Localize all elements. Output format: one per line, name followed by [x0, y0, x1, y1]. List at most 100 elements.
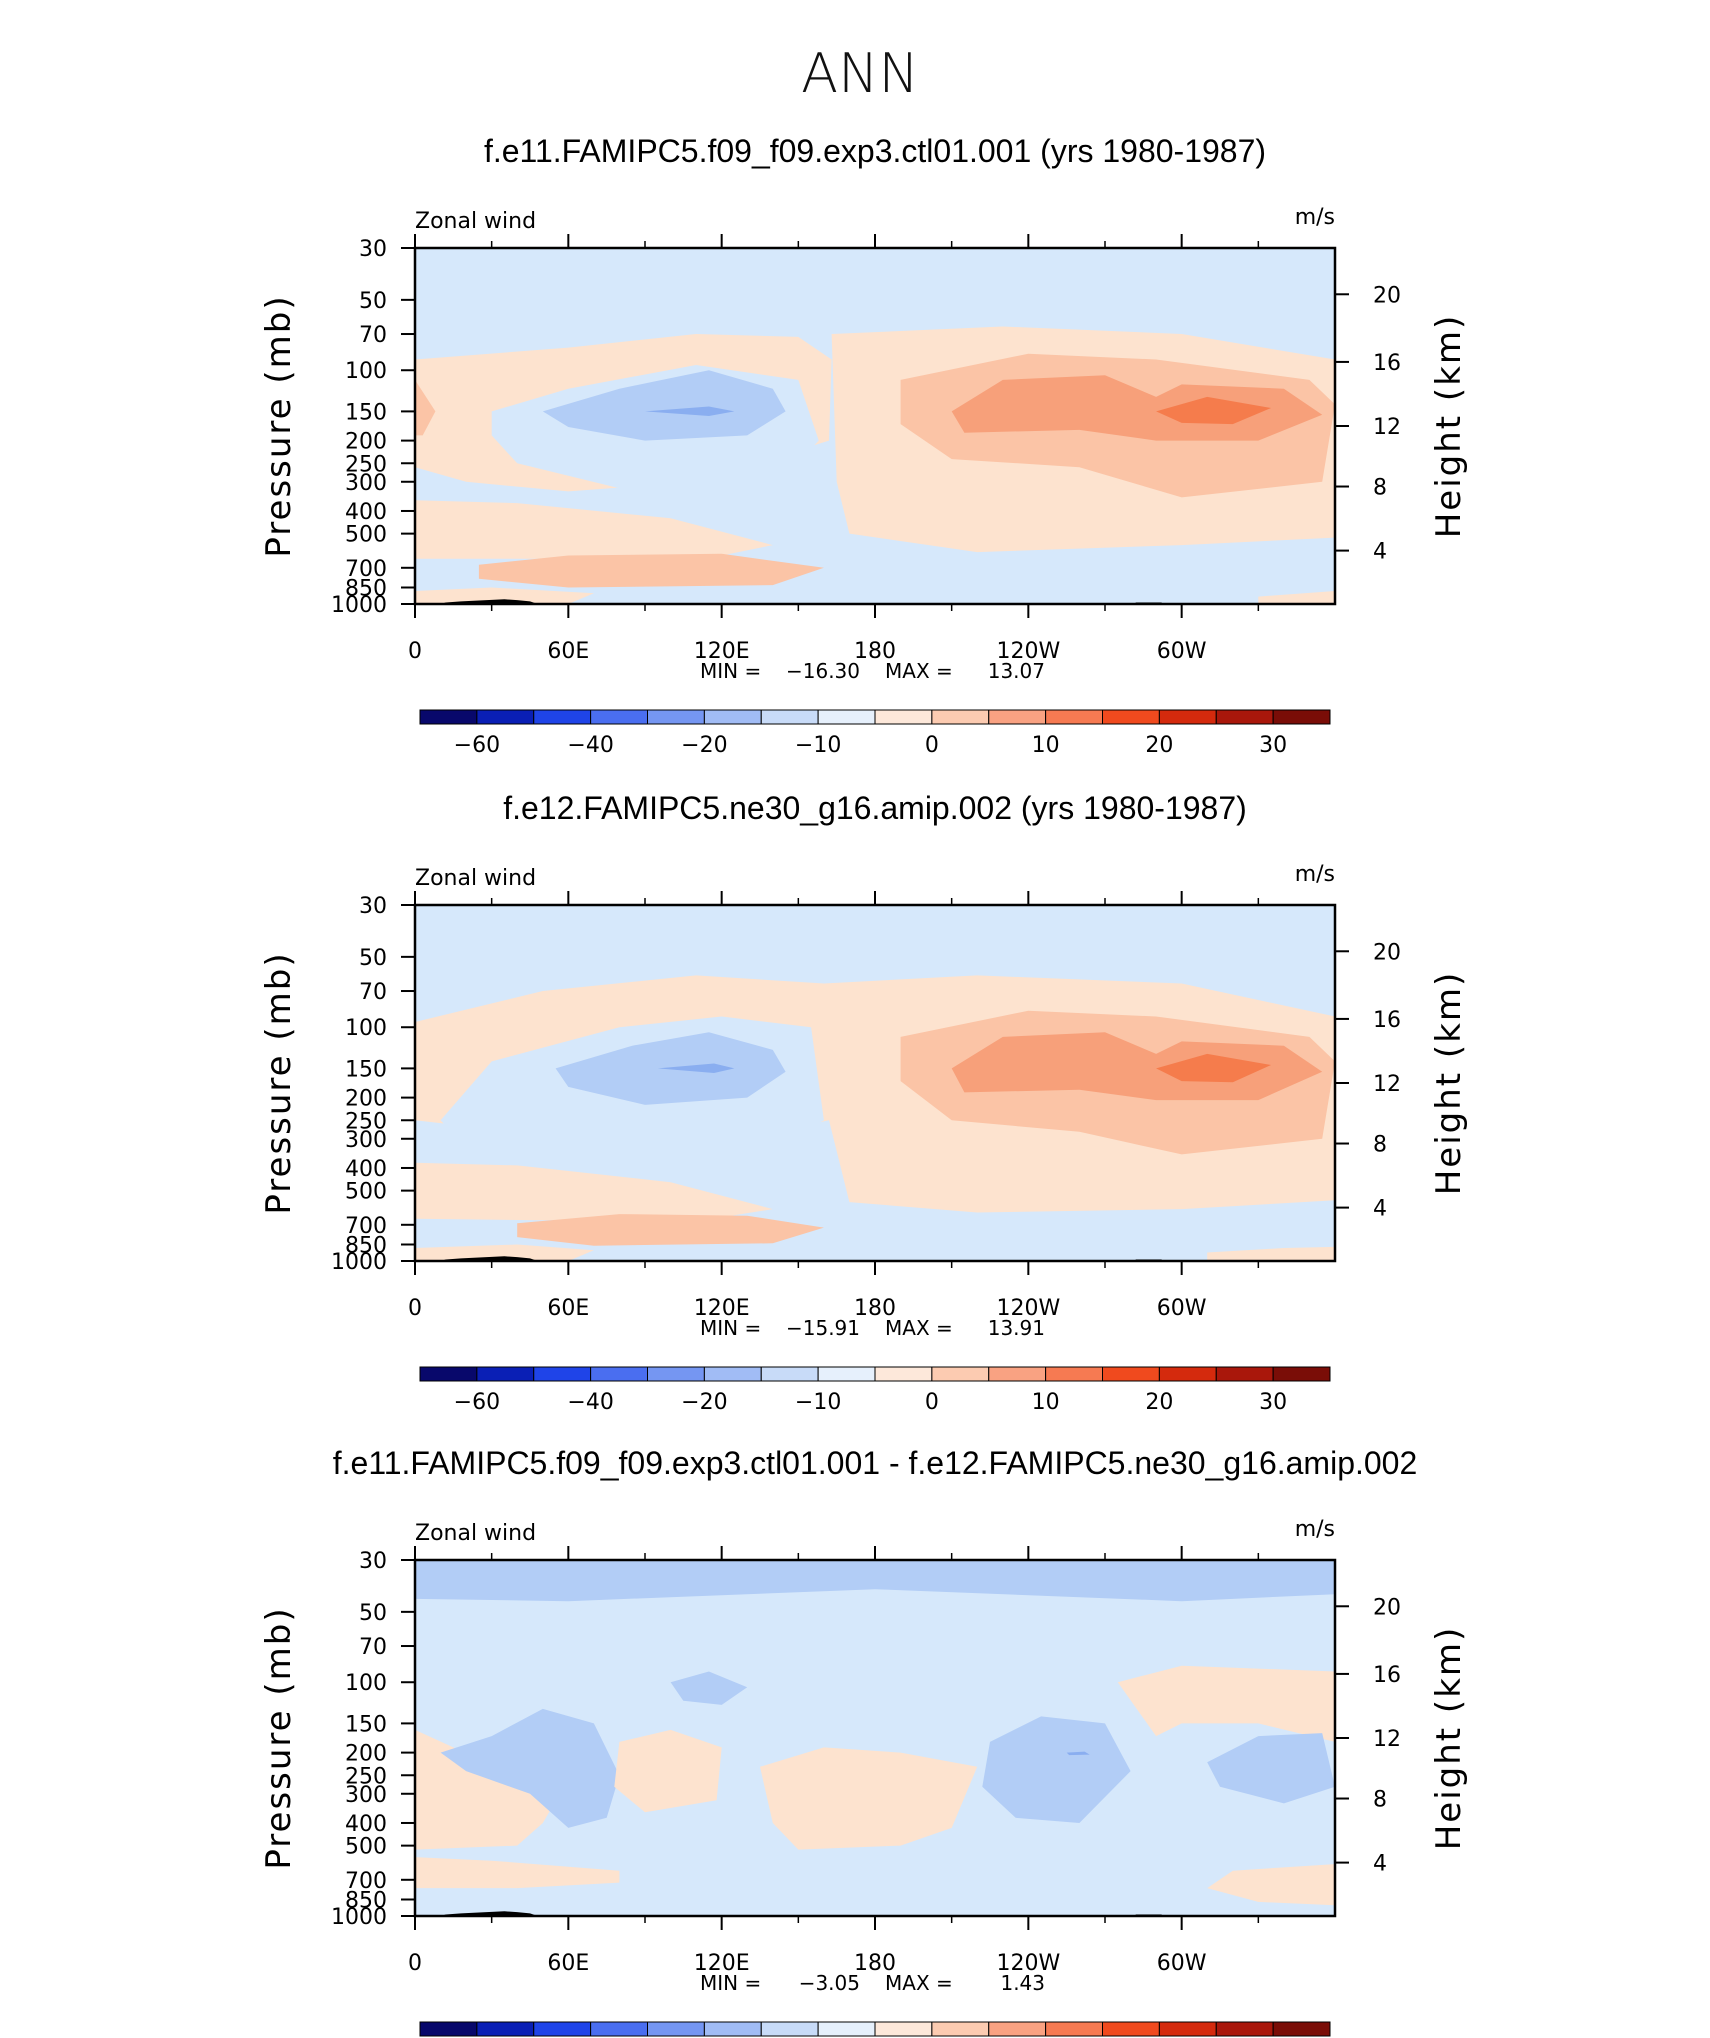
- y-tick-label: 300: [345, 1128, 387, 1153]
- colorbar-swatch: [476, 1366, 535, 1382]
- y2-tick-label: 16: [1373, 351, 1401, 376]
- y2-tick-label: 16: [1373, 1008, 1401, 1033]
- contour-region-light-orange: [1258, 591, 1335, 604]
- colorbar-swatch: [931, 1366, 990, 1382]
- colorbar-label: −10: [795, 733, 841, 758]
- y-tick-label: 300: [345, 471, 387, 496]
- panel-title: f.e11.FAMIPC5.f09_f09.exp3.ctl01.001 - f…: [333, 1445, 1418, 1481]
- y-tick-label: 150: [345, 1712, 387, 1737]
- x-tick-label: 120W: [996, 639, 1060, 664]
- y-tick-label: 500: [345, 1835, 387, 1860]
- y2-tick-label: 8: [1373, 476, 1387, 501]
- min-value: −16.30: [786, 659, 860, 683]
- y-tick-label: 150: [345, 1057, 387, 1082]
- colorbar-label: −20: [681, 1390, 727, 1415]
- y2-tick-label: 8: [1373, 1788, 1387, 1813]
- colorbar-swatch: [1102, 1366, 1160, 1382]
- x-tick-label: 120W: [996, 1951, 1060, 1976]
- contour-region-mid-blue: [982, 1716, 1131, 1823]
- colorbar-swatch: [931, 2021, 990, 2037]
- y-tick-label: 850: [345, 577, 387, 602]
- colorbar-swatch: [647, 1366, 705, 1382]
- contour-region-mid-blue: [415, 1560, 1335, 1602]
- contour-panel-2: f.e12.FAMIPC5.ne30_g16.amip.002 (yrs 198…: [259, 790, 1469, 1415]
- y-tick-label: 400: [345, 1812, 387, 1837]
- colorbar-swatch: [988, 1366, 1047, 1382]
- colorbar-label: 20: [1145, 733, 1173, 758]
- x-tick-label: 60E: [547, 639, 589, 664]
- colorbar-label: 30: [1259, 733, 1287, 758]
- max-label: MAX =: [885, 659, 953, 683]
- max-value: 13.07: [988, 659, 1045, 683]
- field-label: Zonal wind: [415, 866, 536, 891]
- y-tick-label: 500: [345, 1180, 387, 1205]
- x-tick-label: 0: [408, 1951, 422, 1976]
- colorbar-swatch: [760, 1366, 819, 1382]
- y-tick-label: 50: [359, 1601, 387, 1626]
- contour-region-light-orange: [415, 1857, 620, 1889]
- contour-region-dark-orange: [1156, 1053, 1272, 1083]
- y-axis-title: Pressure (mb): [259, 951, 299, 1214]
- y-tick-label: 1000: [331, 593, 387, 618]
- y2-tick-label: 4: [1373, 540, 1387, 565]
- colorbar-swatch: [1272, 1366, 1331, 1382]
- x-tick-label: 120E: [694, 1296, 750, 1321]
- y-tick-label: 700: [345, 1214, 387, 1239]
- colorbar-swatch: [817, 1366, 876, 1382]
- y-tick-label: 700: [345, 1869, 387, 1894]
- y-tick-label: 300: [345, 1783, 387, 1808]
- contour-region-mid-orange: [478, 553, 824, 588]
- colorbar-label: −40: [567, 1390, 613, 1415]
- max-label: MAX =: [885, 1316, 953, 1340]
- colorbar-swatch: [1158, 1366, 1217, 1382]
- contour-region-blue: [657, 1063, 735, 1073]
- x-tick-label: 60E: [547, 1951, 589, 1976]
- y-tick-label: 30: [359, 237, 387, 262]
- min-label: MIN =: [700, 1971, 761, 1995]
- x-tick-label: 0: [408, 639, 422, 664]
- x-tick-label: 60W: [1157, 1296, 1207, 1321]
- colorbar-swatch: [760, 709, 819, 725]
- colorbar-swatch: [419, 2021, 478, 2037]
- colorbar-swatch: [703, 2021, 762, 2037]
- panel-title: f.e12.FAMIPC5.ne30_g16.amip.002 (yrs 198…: [503, 790, 1247, 826]
- units-label: m/s: [1295, 1517, 1335, 1542]
- x-tick-label: 180: [854, 639, 896, 664]
- y-tick-label: 400: [345, 500, 387, 525]
- colorbar-label: 20: [1145, 1390, 1173, 1415]
- contour-panel-1: f.e11.FAMIPC5.f09_f09.exp3.ctl01.001 (yr…: [259, 133, 1469, 758]
- contour-region-mid-blue: [1207, 1733, 1335, 1804]
- y-tick-label: 700: [345, 557, 387, 582]
- contour-region-orange: [951, 375, 1323, 441]
- y-tick-label: 150: [345, 400, 387, 425]
- colorbar-swatch: [419, 1366, 478, 1382]
- colorbar-swatch: [817, 709, 876, 725]
- y2-tick-label: 16: [1373, 1663, 1401, 1688]
- y2-tick-label: 8: [1373, 1133, 1387, 1158]
- y2-tick-label: 4: [1373, 1852, 1387, 1877]
- colorbar-label: −20: [681, 733, 727, 758]
- y-tick-label: 70: [359, 323, 387, 348]
- y2-tick-label: 4: [1373, 1197, 1387, 1222]
- contour-region-mid-blue: [670, 1671, 748, 1705]
- min-label: MIN =: [700, 1316, 761, 1340]
- contour-region-mid-blue: [542, 370, 786, 441]
- y-axis-title: Pressure (mb): [259, 1606, 299, 1869]
- contour-panel-3: f.e11.FAMIPC5.f09_f09.exp3.ctl01.001 - f…: [259, 1445, 1469, 2037]
- y-tick-label: 200: [345, 430, 387, 455]
- y2-tick-label: 12: [1373, 415, 1401, 440]
- y-tick-label: 70: [359, 980, 387, 1005]
- contour-region-light-orange: [415, 500, 773, 559]
- y-tick-label: 1000: [331, 1905, 387, 1930]
- colorbar-swatch: [476, 709, 535, 725]
- colorbar-swatch: [1215, 2021, 1274, 2037]
- y-tick-label: 1000: [331, 1250, 387, 1275]
- units-label: m/s: [1295, 205, 1335, 230]
- contour-region-dark-orange: [1156, 396, 1272, 425]
- y2-tick-label: 12: [1373, 1727, 1401, 1752]
- y-tick-label: 100: [345, 1671, 387, 1696]
- contour-region-mid-blue: [440, 1708, 620, 1828]
- y2-tick-label: 20: [1373, 940, 1401, 965]
- colorbar-swatch: [988, 2021, 1047, 2037]
